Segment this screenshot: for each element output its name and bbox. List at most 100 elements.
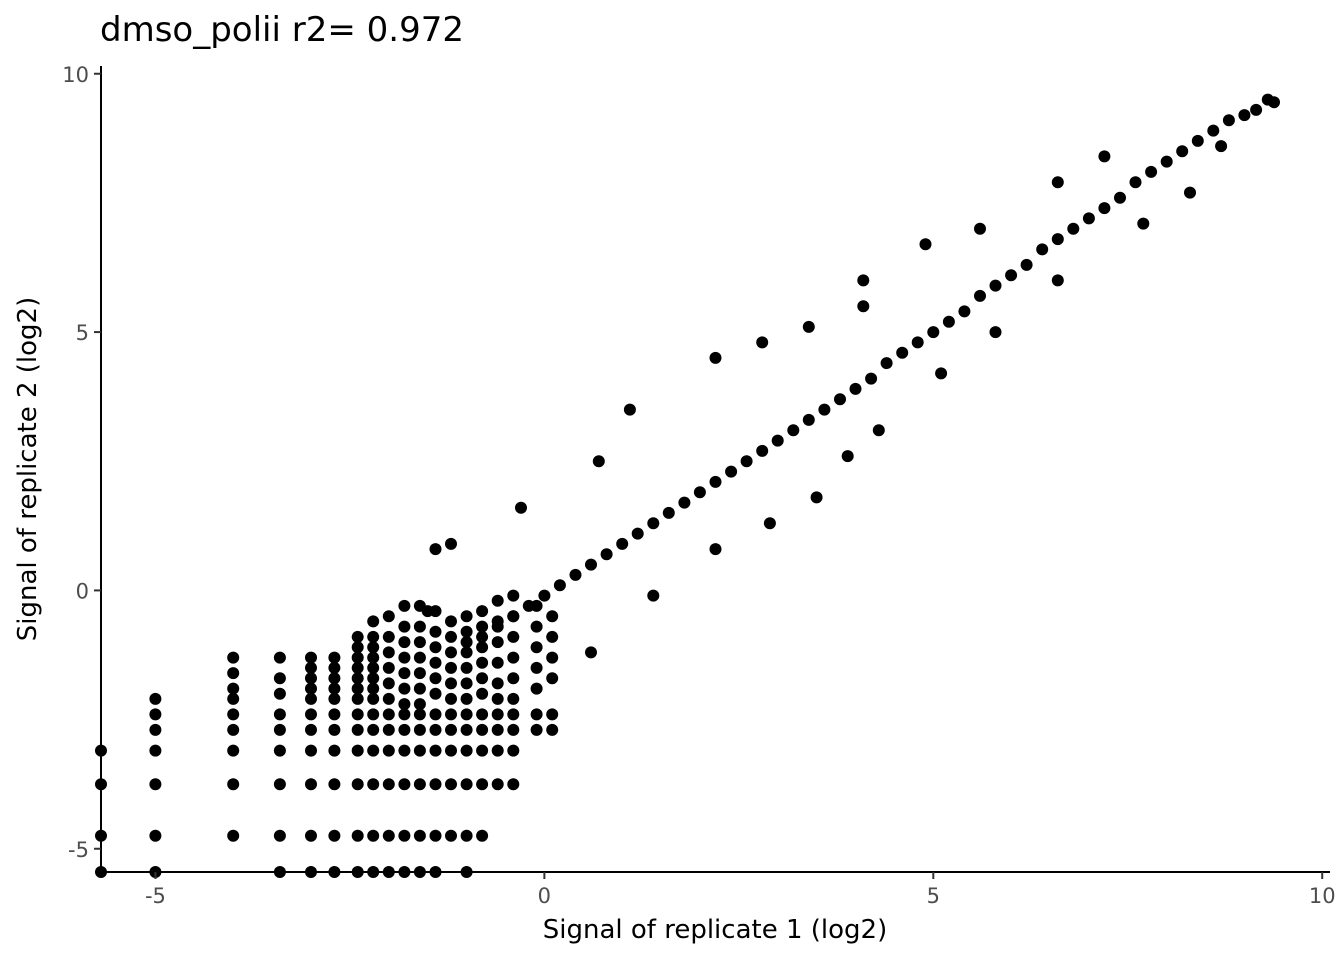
data-point: [351, 672, 364, 685]
data-point: [413, 682, 426, 695]
data-point: [476, 641, 489, 654]
data-point: [273, 723, 286, 736]
data-point: [740, 455, 753, 468]
data-point: [413, 636, 426, 649]
data-point: [351, 829, 364, 842]
y-tick-label: 10: [62, 63, 89, 87]
data-point: [849, 382, 862, 395]
data-point: [592, 455, 605, 468]
data-point: [919, 238, 932, 251]
data-point: [328, 672, 341, 685]
data-point: [351, 708, 364, 721]
data-point: [507, 589, 520, 602]
data-point: [413, 651, 426, 664]
data-points: [95, 93, 1280, 878]
data-point: [305, 651, 317, 664]
data-point: [507, 723, 520, 736]
y-tick-label: -5: [68, 838, 89, 862]
data-point: [507, 610, 520, 623]
data-point: [460, 744, 473, 757]
data-point: [413, 698, 426, 711]
data-point: [507, 744, 520, 757]
data-point: [328, 692, 341, 705]
data-point: [1036, 243, 1049, 256]
data-point: [227, 682, 240, 695]
data-point: [429, 543, 442, 556]
data-point: [445, 778, 457, 791]
data-point: [429, 672, 442, 685]
data-point: [413, 778, 426, 791]
data-point: [460, 677, 473, 690]
data-point: [273, 651, 286, 664]
data-point: [328, 723, 341, 736]
data-point: [445, 723, 457, 736]
data-point: [351, 778, 364, 791]
data-point: [460, 723, 473, 736]
data-point: [460, 661, 473, 674]
data-point: [647, 589, 660, 602]
data-point: [927, 326, 940, 339]
data-point: [227, 744, 240, 757]
data-point: [476, 620, 489, 633]
data-point: [382, 610, 395, 623]
data-point: [507, 651, 520, 664]
data-point: [989, 326, 1002, 339]
data-point: [507, 778, 520, 791]
data-point: [328, 661, 341, 674]
data-point: [382, 646, 395, 659]
data-point: [460, 692, 473, 705]
data-point: [429, 641, 442, 654]
data-point: [693, 486, 706, 499]
data-point: [305, 708, 317, 721]
data-point: [872, 424, 885, 437]
data-point: [476, 656, 489, 669]
data-point: [491, 636, 504, 649]
data-point: [305, 829, 317, 842]
data-point: [546, 708, 559, 721]
data-point: [367, 682, 380, 695]
y-tick-label: 5: [76, 321, 89, 345]
data-point: [328, 778, 341, 791]
data-point: [413, 744, 426, 757]
data-point: [460, 610, 473, 623]
data-point: [1098, 202, 1111, 215]
data-point: [227, 651, 240, 664]
data-point: [553, 579, 566, 592]
data-point: [1067, 222, 1080, 235]
data-point: [328, 708, 341, 721]
data-point: [382, 630, 395, 643]
data-point: [398, 744, 411, 757]
data-point: [149, 708, 162, 721]
data-point: [476, 708, 489, 721]
data-point: [476, 687, 489, 700]
data-point: [530, 599, 543, 612]
data-point: [460, 625, 473, 638]
data-point: [413, 667, 426, 680]
data-point: [709, 475, 722, 488]
data-point: [857, 300, 870, 313]
data-point: [1020, 258, 1033, 271]
data-point: [1215, 140, 1228, 153]
data-point: [398, 698, 411, 711]
data-point: [631, 527, 644, 540]
data-point: [305, 744, 317, 757]
data-point: [445, 615, 457, 628]
data-point: [445, 677, 457, 690]
data-point: [476, 672, 489, 685]
data-point: [507, 708, 520, 721]
data-point: [227, 708, 240, 721]
data-point: [1051, 176, 1064, 189]
data-point: [149, 692, 162, 705]
y-tick-label: 0: [76, 579, 89, 603]
data-point: [989, 279, 1002, 292]
data-point: [476, 744, 489, 757]
data-point: [491, 692, 504, 705]
data-point: [273, 687, 286, 700]
data-point: [351, 651, 364, 664]
data-point: [530, 708, 543, 721]
data-point: [709, 543, 722, 556]
data-point: [834, 393, 846, 406]
data-point: [445, 829, 457, 842]
y-axis-ticks: -5 0 5 10: [62, 63, 101, 862]
data-point: [367, 661, 380, 674]
